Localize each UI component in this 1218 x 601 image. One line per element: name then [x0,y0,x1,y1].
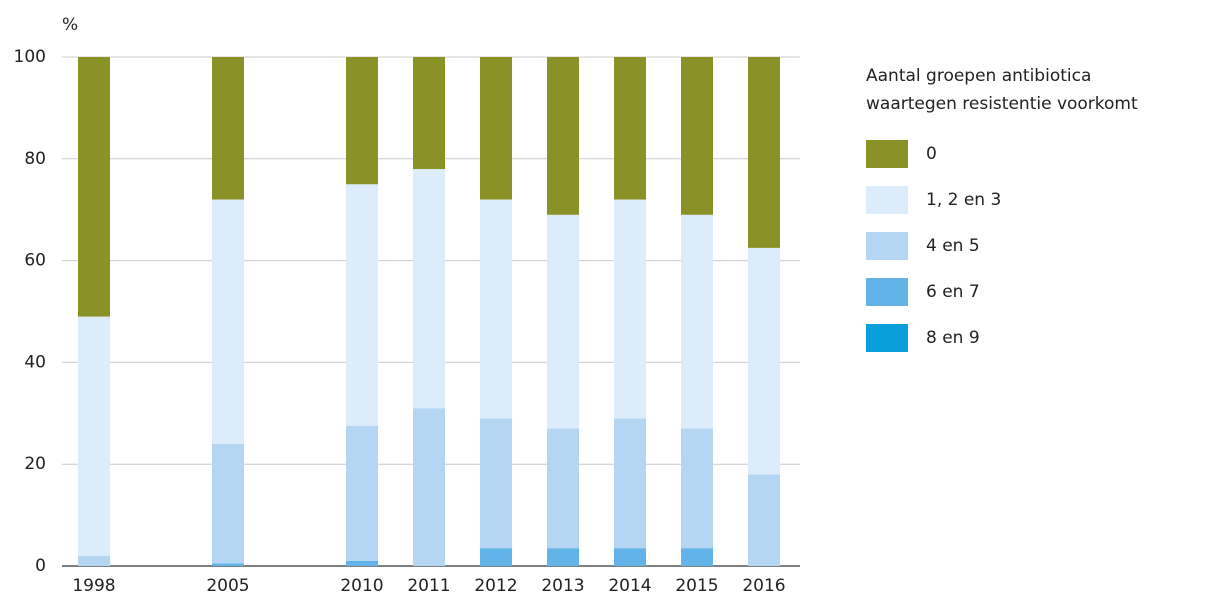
x-tick-label: 2016 [742,576,785,596]
bar-segment [346,57,378,185]
legend-swatch [866,186,908,214]
y-axis-label: % [62,15,78,35]
legend-label: 4 en 5 [926,236,980,256]
bar-segment [614,418,646,549]
y-tick-label: 40 [24,352,46,372]
y-tick-label: 0 [35,556,46,576]
y-tick-label: 100 [14,47,46,67]
legend-swatch [866,324,908,352]
bar-segment [212,57,244,200]
bar-segment [547,57,579,215]
bar-segment [614,548,646,566]
bar-segment [212,563,244,566]
legend-title: Aantal groepen antibiotica [866,66,1091,86]
x-tick-label: 2012 [474,576,517,596]
bar-segment [681,57,713,215]
bar-segment [748,247,780,475]
x-tick-label: 2013 [541,576,584,596]
bar-segment [547,214,579,429]
bar-segment [480,199,512,419]
bar-segment [681,428,713,549]
legend-swatch [866,278,908,306]
bar-segment [547,428,579,549]
bar-segment [212,199,244,444]
bar-segment [413,168,445,409]
legend-label: 1, 2 en 3 [926,190,1001,210]
bar-segment [413,408,445,566]
bar-segment [681,214,713,429]
bar-segment [346,560,378,566]
bar-segment [346,426,378,561]
bar-segment [547,548,579,566]
bar-segment [78,57,110,317]
y-tick-label: 80 [24,149,46,169]
legend-label: 0 [926,144,937,164]
bar-segment [413,57,445,169]
legend-swatch [866,140,908,168]
bar-segment [480,418,512,549]
y-tick-label: 60 [24,251,46,271]
bar-segment [78,555,110,566]
legend-title: waartegen resistentie voorkomt [866,94,1138,114]
bar-segment [614,57,646,200]
legend-swatch [866,232,908,260]
bar-segment [78,316,110,556]
legend-label: 8 en 9 [926,328,980,348]
bar-segment [480,57,512,200]
x-tick-label: 2005 [206,576,249,596]
bar-segment [480,548,512,566]
bar-segment [748,57,780,248]
legend-label: 6 en 7 [926,282,980,302]
bar-segment [614,199,646,419]
x-tick-label: 2011 [407,576,450,596]
y-tick-label: 20 [24,454,46,474]
bar-segment [212,443,244,564]
x-tick-label: 2014 [608,576,651,596]
bar-segment [346,184,378,427]
x-tick-label: 2010 [340,576,383,596]
bar-segment [748,474,780,566]
x-tick-label: 2015 [675,576,718,596]
x-tick-label: 1998 [72,576,115,596]
bar-segment [681,548,713,566]
